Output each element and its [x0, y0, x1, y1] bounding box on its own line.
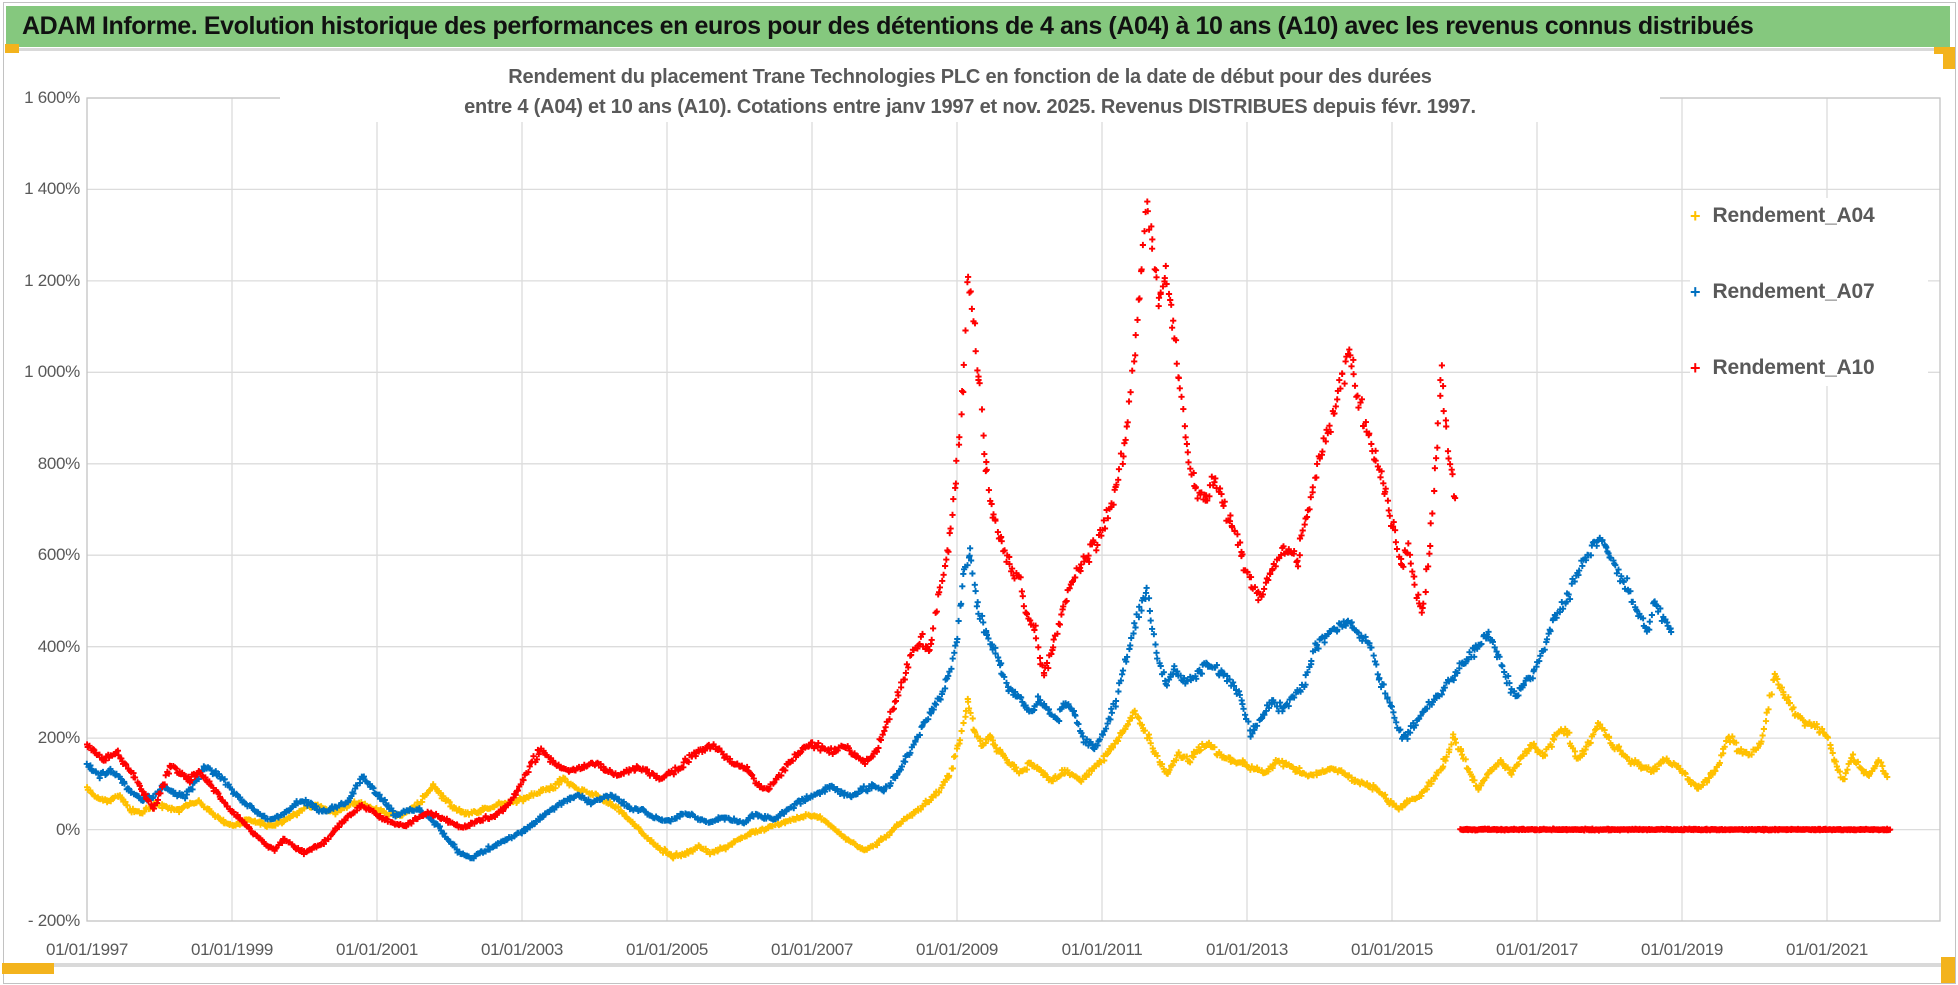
- legend-item-a04[interactable]: + Rendement_A04: [1690, 204, 1928, 228]
- plus-marker-icon: +: [1690, 358, 1701, 378]
- x-axis-tick-label: 01/01/2003: [480, 940, 564, 959]
- y-axis-tick-label: 1 200%: [24, 270, 80, 290]
- x-axis-tick-label: 01/01/1999: [190, 940, 274, 959]
- x-axis-tick-label: 01/01/2019: [1640, 940, 1724, 959]
- chart-title-line2: entre 4 (A04) et 10 ans (A10). Cotations…: [464, 96, 1476, 118]
- x-axis-tick-label: 01/01/1997: [45, 940, 129, 959]
- x-axis-tick-label: 01/01/2011: [1061, 940, 1143, 959]
- x-axis-tick-label: 01/01/2001: [335, 940, 419, 959]
- y-axis-tick-label: 0%: [56, 819, 80, 839]
- x-axis-tick-label: 01/01/2015: [1350, 940, 1434, 959]
- legend-label: Rendement_A10: [1712, 356, 1875, 379]
- y-axis-tick-label: 1 400%: [24, 179, 80, 199]
- x-axis-tick-label: 01/01/2005: [625, 940, 709, 959]
- y-axis-tick-label: 200%: [37, 728, 81, 748]
- plus-marker-icon: +: [1690, 206, 1701, 226]
- gold-accent-top-left: [5, 44, 19, 53]
- y-axis-tick-label: 1 600%: [24, 88, 80, 107]
- y-axis-tick-label: 1 000%: [24, 362, 80, 382]
- x-axis-tick-label: 01/01/2007: [770, 940, 854, 959]
- gold-accent-bottom-right: [1941, 957, 1955, 983]
- report-header-bar: ADAM Informe. Evolution historique des p…: [6, 6, 1950, 47]
- plus-marker-icon: +: [1690, 282, 1701, 302]
- x-axis-tick-label: 01/01/2009: [915, 940, 999, 959]
- chart-title-line1: Rendement du placement Trane Technologie…: [508, 66, 1432, 88]
- x-axis-tick-label: 01/01/2021: [1785, 940, 1869, 959]
- legend-item-a10[interactable]: + Rendement_A10: [1690, 356, 1928, 380]
- report-card-frame: [3, 2, 1956, 984]
- gold-accent-top-right-v: [1943, 47, 1955, 69]
- header-divider: [6, 48, 1950, 51]
- y-axis-tick-label: 600%: [37, 545, 81, 565]
- y-axis-tick-label: - 200%: [27, 911, 80, 930]
- footer-divider: [6, 963, 1950, 967]
- chart-title: Rendement du placement Trane Technologie…: [280, 62, 1660, 122]
- x-axis-tick-label: 01/01/2013: [1205, 940, 1289, 959]
- legend-item-a07[interactable]: + Rendement_A07: [1690, 280, 1928, 304]
- legend-label: Rendement_A04: [1712, 204, 1875, 227]
- x-axis-tick-label: 01/01/2017: [1495, 940, 1579, 959]
- chart-legend: + Rendement_A04 + Rendement_A07 + Rendem…: [1690, 198, 1928, 386]
- legend-label: Rendement_A07: [1712, 280, 1875, 303]
- y-axis-tick-label: 800%: [37, 453, 81, 473]
- y-axis-tick-label: 400%: [37, 636, 81, 656]
- gold-accent-bottom-left: [2, 963, 54, 974]
- report-title: ADAM Informe. Evolution historique des p…: [22, 12, 1754, 40]
